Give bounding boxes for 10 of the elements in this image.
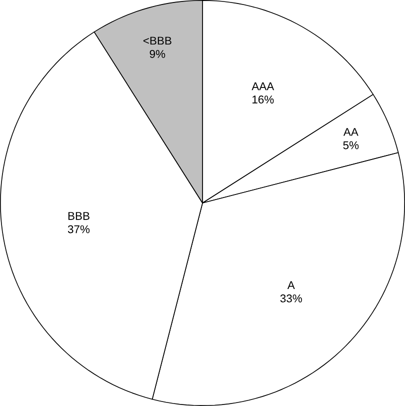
data-label: 5%: [343, 141, 359, 150]
slice-label: A: [287, 281, 295, 289]
slice-label: BBB: [68, 212, 90, 220]
data-label: 9%: [150, 50, 166, 58]
slice-label: AA: [343, 128, 358, 136]
data-label: 33%: [280, 294, 302, 302]
slice-label: <BBB: [143, 36, 172, 45]
slice-label: AAA: [252, 82, 274, 90]
data-label: 37%: [68, 225, 90, 234]
data-label: 16%: [252, 96, 274, 104]
